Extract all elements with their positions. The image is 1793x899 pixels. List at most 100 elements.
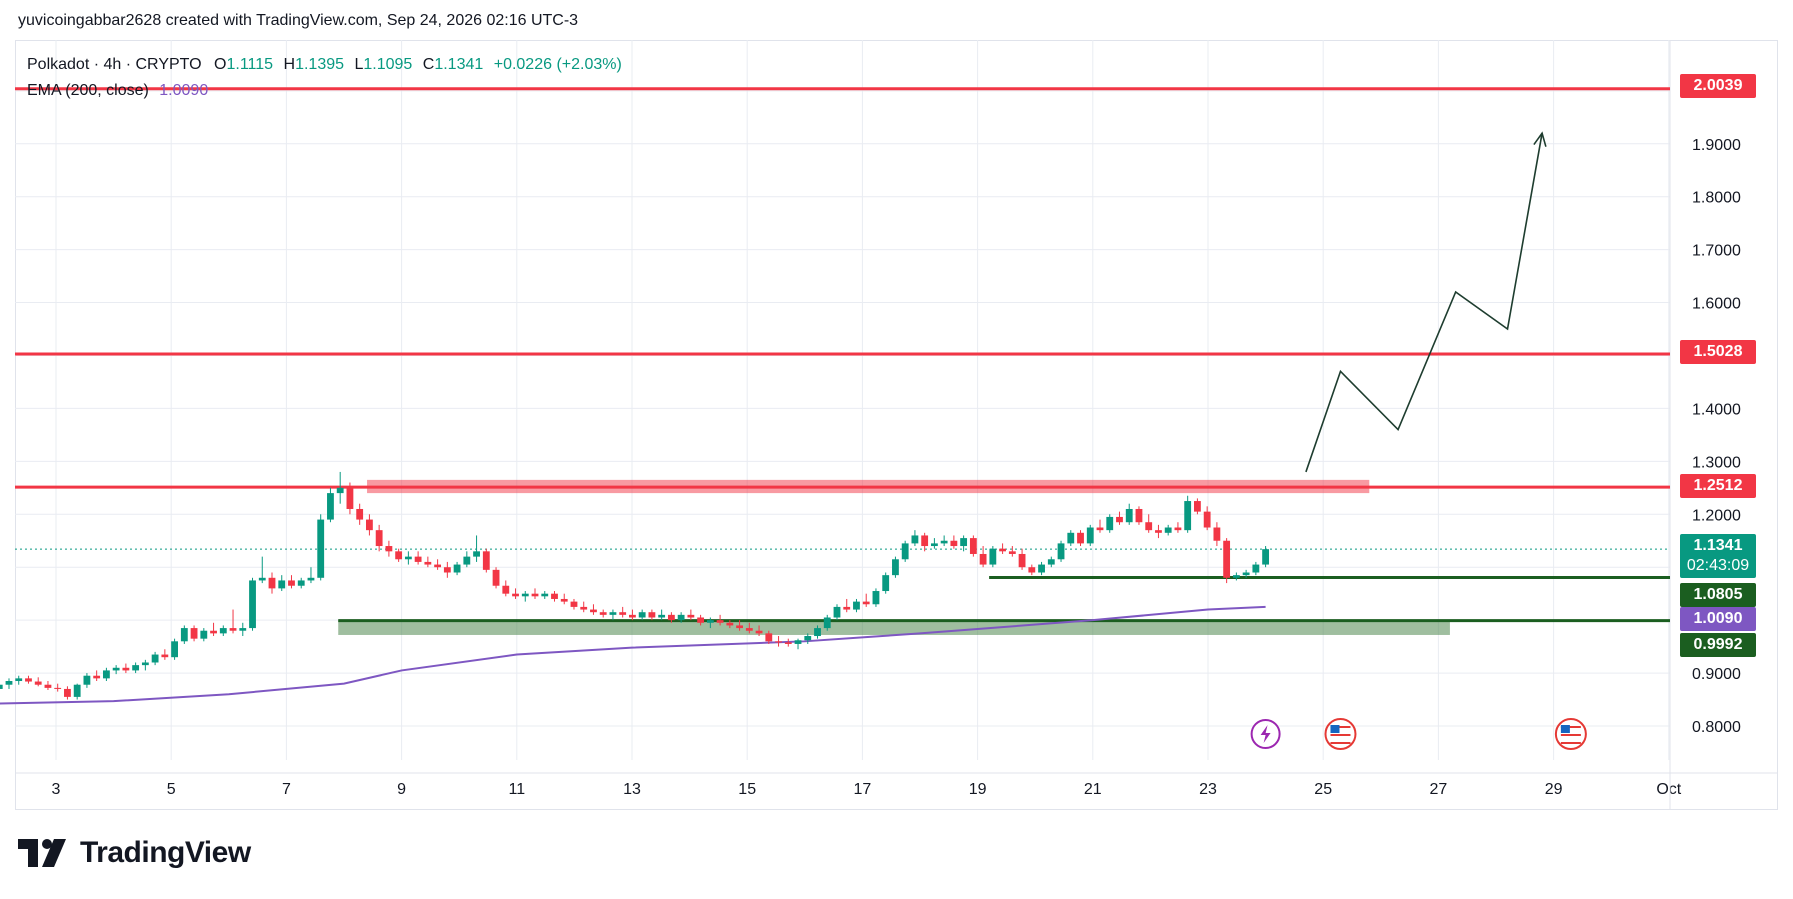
candle[interactable] xyxy=(1038,564,1045,573)
candle[interactable] xyxy=(25,678,32,682)
candle[interactable] xyxy=(599,612,607,615)
candle[interactable] xyxy=(375,530,383,547)
candle[interactable] xyxy=(502,585,510,594)
candle[interactable] xyxy=(570,601,578,607)
candle[interactable] xyxy=(122,667,130,671)
candle[interactable] xyxy=(1242,572,1250,576)
candle[interactable] xyxy=(54,687,62,689)
candle[interactable] xyxy=(443,567,451,573)
candle[interactable] xyxy=(239,628,247,631)
candle[interactable] xyxy=(853,601,860,610)
candle[interactable] xyxy=(706,620,714,623)
candle[interactable] xyxy=(1145,522,1153,531)
candle[interactable] xyxy=(112,667,120,671)
candle[interactable] xyxy=(482,551,490,570)
legend-symbol[interactable]: Polkadot · 4h · CRYPTO xyxy=(27,56,202,73)
candle[interactable] xyxy=(560,598,568,602)
candle[interactable] xyxy=(141,662,149,666)
candle[interactable] xyxy=(424,561,432,565)
candle[interactable] xyxy=(755,630,763,634)
candle[interactable] xyxy=(1194,501,1201,512)
candle[interactable] xyxy=(726,622,734,626)
candle[interactable] xyxy=(73,684,81,697)
candle[interactable] xyxy=(346,487,354,509)
candle[interactable] xyxy=(979,553,987,565)
candle[interactable] xyxy=(44,684,52,688)
candle[interactable] xyxy=(619,612,627,615)
candle[interactable] xyxy=(1077,532,1084,544)
candle[interactable] xyxy=(453,564,461,573)
candle[interactable] xyxy=(1008,551,1016,554)
candle[interactable] xyxy=(667,614,675,621)
candle[interactable] xyxy=(356,508,364,520)
candle[interactable] xyxy=(249,580,256,629)
ema-line[interactable] xyxy=(0,605,1266,705)
candle[interactable] xyxy=(658,614,666,618)
candle[interactable] xyxy=(1252,564,1260,573)
candle[interactable] xyxy=(1203,511,1211,528)
candle[interactable] xyxy=(512,593,519,597)
candle[interactable] xyxy=(317,519,325,578)
candle[interactable] xyxy=(327,493,334,520)
candle[interactable] xyxy=(297,580,305,586)
candle[interactable] xyxy=(366,519,373,531)
candle[interactable] xyxy=(1067,532,1075,544)
candle[interactable] xyxy=(541,593,549,597)
candle[interactable] xyxy=(1232,575,1240,578)
support-zone[interactable] xyxy=(338,620,1450,635)
candle[interactable] xyxy=(200,630,208,639)
candle[interactable] xyxy=(638,612,646,618)
candle[interactable] xyxy=(83,675,91,685)
candle[interactable] xyxy=(102,670,110,679)
candle[interactable] xyxy=(1086,527,1094,544)
candle[interactable] xyxy=(210,630,217,634)
candle[interactable] xyxy=(901,543,909,560)
candle[interactable] xyxy=(823,617,831,629)
candle[interactable] xyxy=(882,575,890,592)
candle[interactable] xyxy=(132,665,140,671)
candle[interactable] xyxy=(385,546,393,552)
candle[interactable] xyxy=(463,556,471,565)
candle[interactable] xyxy=(736,625,743,629)
candle[interactable] xyxy=(229,628,237,631)
candle[interactable] xyxy=(278,580,286,589)
candle[interactable] xyxy=(930,543,938,547)
candle[interactable] xyxy=(180,628,188,642)
candle[interactable] xyxy=(0,684,3,689)
candle[interactable] xyxy=(492,569,500,586)
candle[interactable] xyxy=(716,620,724,623)
candle[interactable] xyxy=(745,628,753,631)
candle[interactable] xyxy=(307,577,315,581)
candle[interactable] xyxy=(473,551,480,557)
candle[interactable] xyxy=(5,681,13,685)
candle[interactable] xyxy=(969,538,977,554)
candle[interactable] xyxy=(161,654,169,658)
candle[interactable] xyxy=(648,612,656,618)
candle[interactable] xyxy=(551,593,558,599)
candle[interactable] xyxy=(862,601,870,605)
candle[interactable] xyxy=(1096,527,1104,531)
candle[interactable] xyxy=(843,606,851,610)
chart-frame[interactable] xyxy=(15,40,1778,810)
candle[interactable] xyxy=(1125,508,1133,523)
candle[interactable] xyxy=(590,609,597,613)
candle[interactable] xyxy=(531,593,539,597)
candle[interactable] xyxy=(911,535,919,544)
candle[interactable] xyxy=(1164,527,1172,533)
candle[interactable] xyxy=(960,538,968,547)
candle[interactable] xyxy=(171,641,178,658)
candle[interactable] xyxy=(677,614,685,621)
candle[interactable] xyxy=(34,681,42,685)
candle[interactable] xyxy=(93,675,101,679)
candle[interactable] xyxy=(521,593,529,597)
candle[interactable] xyxy=(804,636,812,641)
candle[interactable] xyxy=(268,577,276,589)
candle[interactable] xyxy=(434,564,442,568)
candle[interactable] xyxy=(404,556,412,560)
projection-path[interactable] xyxy=(1305,133,1543,473)
candle[interactable] xyxy=(1262,549,1270,565)
candle[interactable] xyxy=(872,591,880,605)
candle[interactable] xyxy=(814,628,821,637)
candle[interactable] xyxy=(288,580,295,586)
candle[interactable] xyxy=(190,628,198,639)
